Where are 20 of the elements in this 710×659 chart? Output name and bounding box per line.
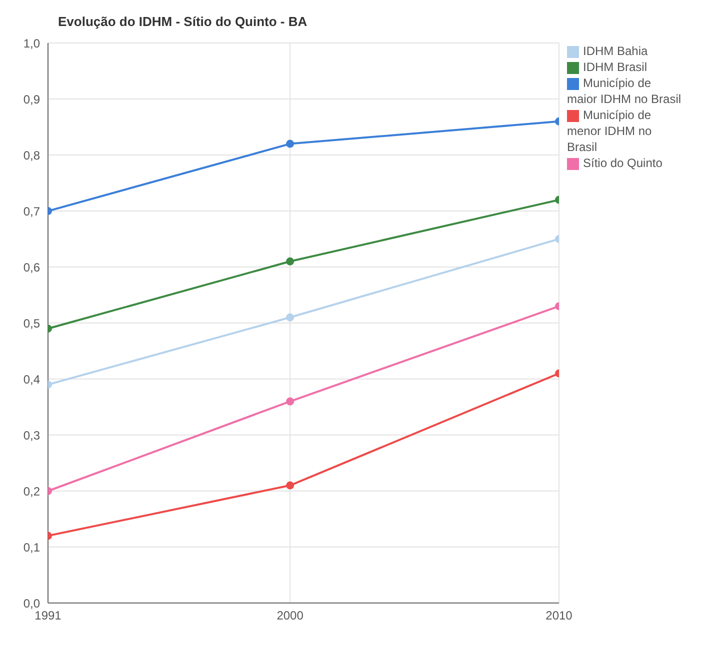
- legend-label: Sítio do Quinto: [583, 156, 662, 170]
- y-tick-label: 0,5: [23, 316, 40, 330]
- y-tick-label: 0,9: [23, 92, 40, 106]
- x-tick-label: 1991: [34, 608, 62, 623]
- y-tick-label: 0,0: [23, 596, 40, 610]
- y-tick-label: 0,7: [23, 204, 40, 218]
- legend-label: IDHM Bahia: [583, 44, 648, 58]
- x-tick-label: 2010: [546, 608, 573, 623]
- y-tick-label: 0,6: [23, 260, 40, 274]
- y-tick-label: 1,0: [23, 36, 40, 50]
- y-tick-label: 0,3: [23, 428, 40, 442]
- legend-label: Município de maior IDHM no Brasil: [567, 76, 682, 106]
- x-tick-label: 2000: [276, 608, 304, 623]
- y-tick-label: 0,2: [23, 484, 40, 498]
- y-tick-label: 0,4: [23, 372, 40, 386]
- y-tick-label: 0,1: [23, 540, 40, 554]
- y-tick-label: 0,8: [23, 148, 40, 162]
- legend-label: IDHM Brasil: [583, 60, 648, 74]
- legend-label: Município de menor IDHM no Brasil: [567, 108, 652, 154]
- chart-title: Evolução do IDHM - Sítio do Quinto - BA: [58, 14, 308, 29]
